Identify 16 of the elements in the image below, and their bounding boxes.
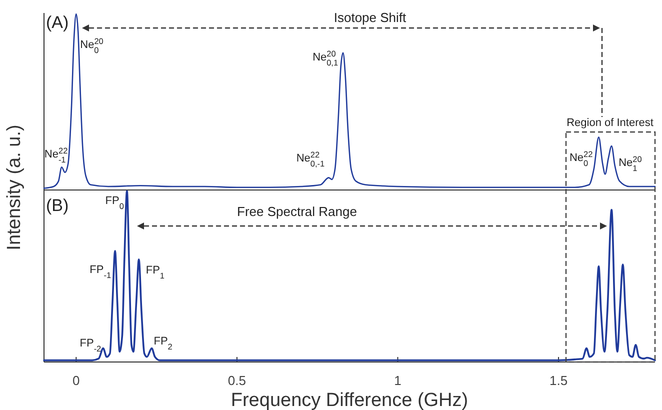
y-axis-title: Intensity (a. u.) xyxy=(4,124,25,250)
x-tick-label: 0 xyxy=(72,373,80,388)
annotation: FP$_{-1}$ xyxy=(90,264,112,280)
annotation: FP$_{0}$ xyxy=(105,195,124,210)
annotation: Isotope Shift xyxy=(334,10,407,25)
annotation: (A) xyxy=(46,13,69,32)
annotation: FP$_{-2}$ xyxy=(80,337,102,353)
x-tick-label: 1 xyxy=(394,373,402,388)
annotation: (B) xyxy=(46,196,69,215)
annotation: Region of Interest xyxy=(566,117,654,129)
annotation: FP$_{2}$ xyxy=(154,335,173,351)
annotation: Free Spectral Range xyxy=(237,204,357,219)
annotation: FP$_{1}$ xyxy=(146,264,165,280)
x-tick-label: 1.5 xyxy=(549,373,568,388)
x-axis-title: Frequency Difference (GHz) xyxy=(230,390,468,410)
x-tick-label: 0.5 xyxy=(228,373,246,388)
